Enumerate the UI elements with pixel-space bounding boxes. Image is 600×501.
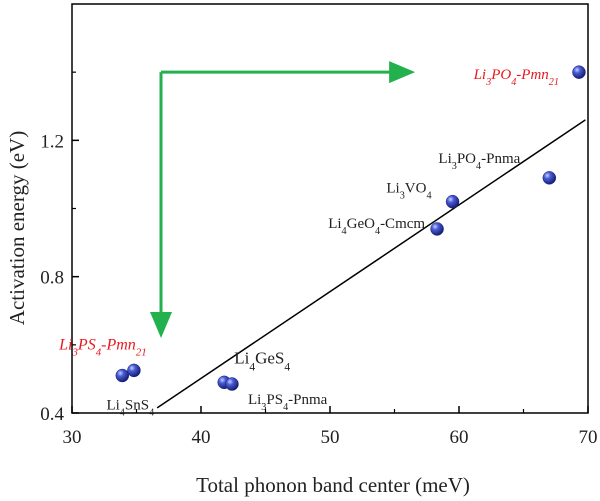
fit-line <box>156 119 586 409</box>
point-label: Li3PS4-Pnma <box>248 392 328 413</box>
point-label: Li3PO4-Pnma <box>438 151 520 172</box>
x-tick-label: 40 <box>192 427 211 448</box>
point-label: Li3PO4-Pmn21 <box>473 67 559 88</box>
y-axis-label: Activation energy (eV) <box>5 131 29 325</box>
point-label: Li4GeS4 <box>234 348 290 373</box>
y-tick-label: 0.8 <box>40 268 64 289</box>
point-label: Li3VO4 <box>386 181 431 202</box>
plot-frame <box>71 3 589 414</box>
data-point <box>445 194 460 209</box>
data-point <box>542 171 557 185</box>
point-label: Li4GeO4-Cmcm <box>328 216 425 237</box>
annotation-arrows <box>150 61 416 339</box>
x-tick-label: 50 <box>321 427 340 448</box>
axis-ticks: 30 40 50 60 70 0.4 0.8 1.2 <box>40 71 598 448</box>
plot-area <box>71 3 589 414</box>
point-label: Li4SnS4 <box>106 398 154 419</box>
x-tick-label: 30 <box>63 427 82 448</box>
x-axis-label: Total phonon band center (meV) <box>196 473 470 497</box>
fit-line-group <box>156 119 586 409</box>
data-point <box>430 222 444 236</box>
data-point <box>225 377 239 391</box>
arrow-down-head <box>150 312 173 339</box>
data-point <box>572 65 586 79</box>
data-points <box>115 65 586 391</box>
arrow-right-head <box>389 61 416 84</box>
x-tick-label: 60 <box>450 427 469 448</box>
data-point <box>115 368 130 383</box>
x-tick-label: 70 <box>579 427 598 448</box>
y-tick-label: 0.4 <box>40 404 64 425</box>
y-tick-label: 1.2 <box>40 131 64 152</box>
data-point <box>127 363 141 378</box>
point-label: Li3PS4-Pmn21 <box>58 336 147 358</box>
point-labels: Li4SnS4 Li3PS4-Pmn21 Li4GeS4 Li3PS4-Pnma Li4… <box>58 67 559 418</box>
